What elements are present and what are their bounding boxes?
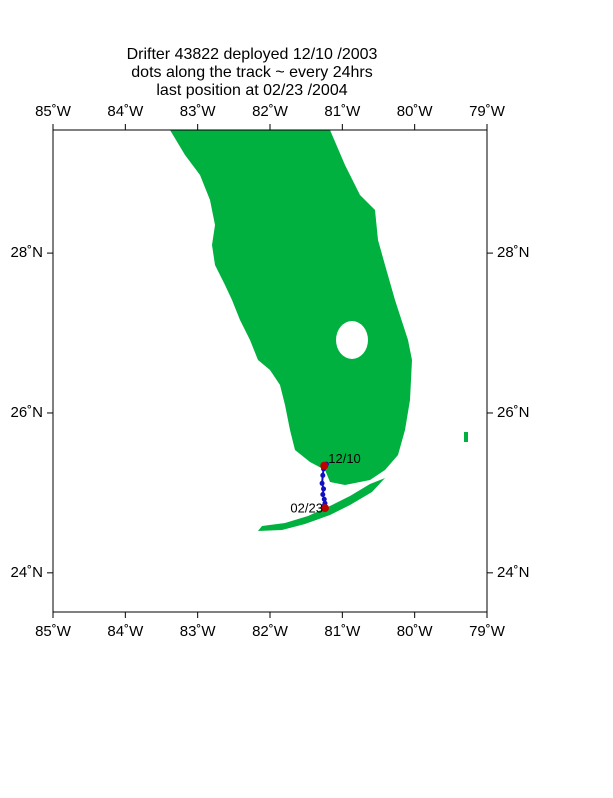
y-tick-label: 28˚N [497, 244, 530, 261]
y-tick-label: 26˚N [10, 404, 43, 421]
y-tick-label: 24˚N [497, 564, 530, 581]
y-tick-label: 24˚N [10, 564, 43, 581]
x-tick-label: 81˚W [324, 103, 361, 120]
x-tick-label: 79˚W [469, 103, 506, 120]
track-dot [321, 486, 327, 492]
y-tick-label: 28˚N [10, 244, 43, 261]
x-tick-label: 85˚W [35, 623, 72, 640]
bahamas [464, 432, 468, 442]
x-tick-label: 85˚W [35, 103, 72, 120]
x-tick-label: 80˚W [397, 623, 434, 640]
track-dot [320, 491, 326, 497]
track: 12/10 02/23 [290, 451, 360, 515]
x-tick-label: 84˚W [107, 103, 144, 120]
x-tick-label: 82˚W [252, 623, 289, 640]
x-tick-label: 83˚W [180, 623, 217, 640]
track-endpoint [320, 504, 329, 513]
track-dot [319, 480, 325, 486]
lake-okeechobee [336, 321, 368, 359]
title-line: Drifter 43822 deployed 12/10 /2003 [127, 46, 378, 63]
x-tick-label: 79˚W [469, 623, 506, 640]
x-tick-label: 81˚W [324, 623, 361, 640]
florida [170, 130, 412, 485]
x-tick-label: 80˚W [397, 103, 434, 120]
track-dot [320, 472, 326, 478]
start-label: 12/10 [328, 451, 361, 466]
keys [258, 478, 385, 531]
track-endpoint [320, 461, 329, 470]
x-tick-label: 82˚W [252, 103, 289, 120]
x-tick-label: 84˚W [107, 623, 144, 640]
title-line: dots along the track ~ every 24hrs [131, 64, 372, 81]
end-label: 02/23 [290, 501, 323, 516]
axes: 85˚W 85˚W 84˚W 84˚W 83˚W 83˚W 82˚W 82˚W 81˚W 81˚W… [10, 103, 529, 640]
land [170, 130, 468, 531]
track-dot [321, 496, 327, 502]
title-line: last position at 02/23 /2004 [156, 82, 347, 99]
x-tick-label: 83˚W [180, 103, 217, 120]
y-tick-label: 26˚N [497, 404, 530, 421]
